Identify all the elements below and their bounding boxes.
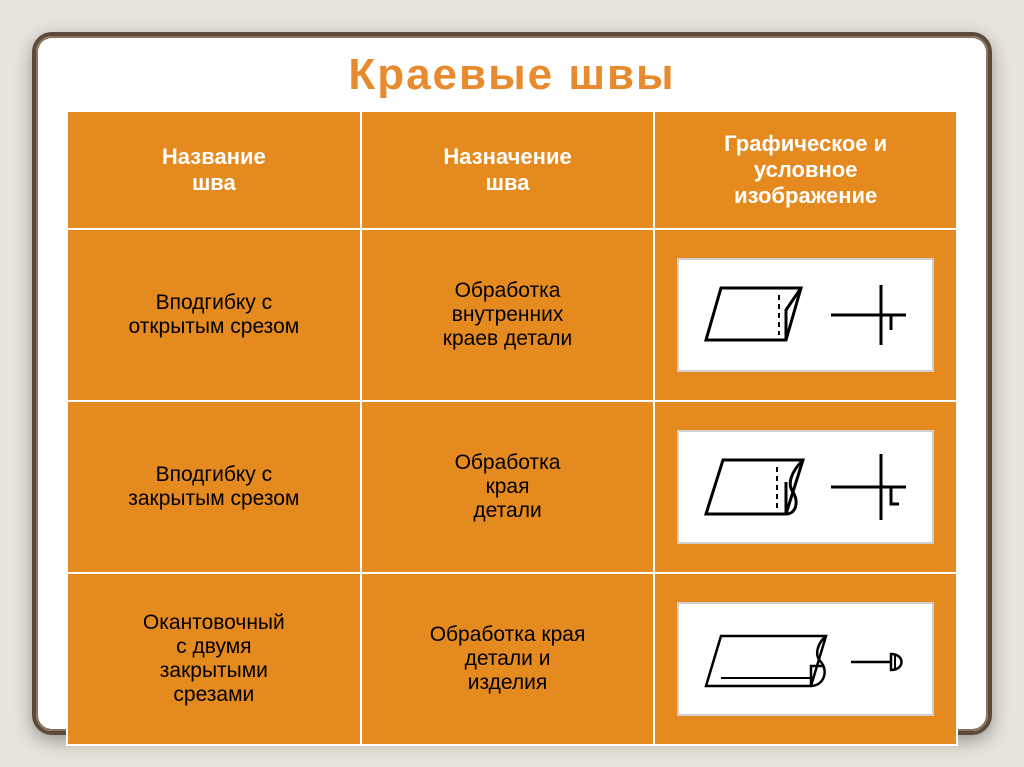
- header-text: условное: [661, 157, 950, 183]
- table-row: Вподгибку с открытым срезом Обработка вн…: [67, 229, 957, 401]
- cell-text: внутренних: [368, 303, 648, 327]
- cell-purpose: Обработка внутренних краев детали: [361, 229, 655, 401]
- cell-purpose: Обработка края детали: [361, 401, 655, 573]
- header-text: Название: [74, 144, 354, 170]
- cell-text: Окантовочный: [74, 611, 354, 635]
- diagram-open-fold: [677, 258, 934, 372]
- header-text: изображение: [661, 183, 950, 209]
- seam-diagram-icon: [691, 614, 921, 704]
- header-text: шва: [74, 170, 354, 196]
- cell-text: Обработка края: [368, 623, 648, 647]
- cell-text: с двумя: [74, 635, 354, 659]
- header-text: Назначение: [368, 144, 648, 170]
- cell-text: детали: [368, 499, 648, 523]
- col-purpose-header: Назначение шва: [361, 111, 655, 229]
- table-row: Вподгибку с закрытым срезом Обработка кр…: [67, 401, 957, 573]
- col-diagram-header: Графическое и условное изображение: [654, 111, 957, 229]
- cell-text: детали и: [368, 647, 648, 671]
- cell-text: края: [368, 475, 648, 499]
- seam-diagram-icon: [691, 442, 921, 532]
- slide-title: Краевые швы: [66, 50, 958, 100]
- col-name-header: Название шва: [67, 111, 361, 229]
- cell-text: Обработка: [368, 451, 648, 475]
- cell-name: Вподгибку с открытым срезом: [67, 229, 361, 401]
- cell-text: закрытым срезом: [74, 487, 354, 511]
- diagram-closed-fold: [677, 430, 934, 544]
- header-text: Графическое и: [661, 131, 950, 157]
- cell-text: Обработка: [368, 279, 648, 303]
- cell-diagram: [654, 573, 957, 745]
- header-text: шва: [368, 170, 648, 196]
- cell-diagram: [654, 229, 957, 401]
- cell-text: Вподгибку с: [74, 291, 354, 315]
- seam-diagram-icon: [691, 270, 921, 360]
- cell-text: срезами: [74, 683, 354, 707]
- cell-text: Вподгибку с: [74, 463, 354, 487]
- cell-diagram: [654, 401, 957, 573]
- cell-name: Вподгибку с закрытым срезом: [67, 401, 361, 573]
- cell-text: закрытыми: [74, 659, 354, 683]
- table-row: Окантовочный с двумя закрытыми срезами О…: [67, 573, 957, 745]
- cell-purpose: Обработка края детали и изделия: [361, 573, 655, 745]
- cell-name: Окантовочный с двумя закрытыми срезами: [67, 573, 361, 745]
- cell-text: изделия: [368, 671, 648, 695]
- diagram-binding: [677, 602, 934, 716]
- slide-frame: Краевые швы Название шва Назначение шва …: [32, 32, 992, 735]
- cell-text: открытым срезом: [74, 315, 354, 339]
- seams-table: Название шва Назначение шва Графическое …: [66, 110, 958, 746]
- cell-text: краев детали: [368, 327, 648, 351]
- table-header-row: Название шва Назначение шва Графическое …: [67, 111, 957, 229]
